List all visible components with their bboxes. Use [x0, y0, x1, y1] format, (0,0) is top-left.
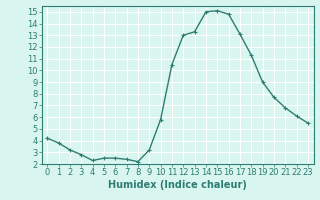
X-axis label: Humidex (Indice chaleur): Humidex (Indice chaleur) — [108, 180, 247, 190]
